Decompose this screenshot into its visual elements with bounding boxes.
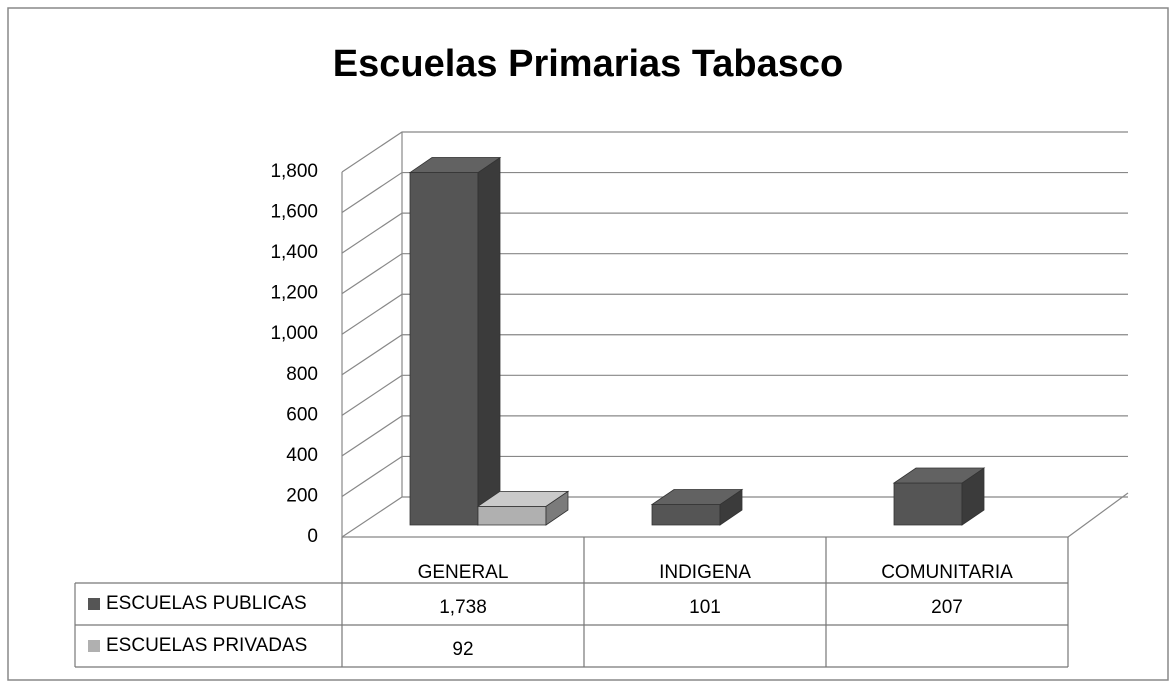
data-label: 101 (689, 597, 721, 618)
legend-key (88, 640, 100, 652)
y-tick-label: 400 (286, 445, 318, 466)
y-tick-label: 1,600 (270, 202, 318, 223)
grid-line (341, 455, 1128, 497)
chart-title: Escuelas Primarias Tabasco (333, 43, 843, 85)
y-tick-label: 600 (286, 404, 318, 425)
chart-border (7, 7, 1169, 681)
bar (408, 156, 502, 526)
legend-label: ESCUELAS PUBLICAS (106, 593, 307, 614)
grid-line (341, 496, 1128, 538)
y-tick-label: 1,000 (270, 323, 318, 344)
x-tick-label: COMUNITARIA (881, 562, 1013, 583)
bar (892, 467, 986, 526)
grid-line (341, 374, 1128, 416)
bar-front (651, 504, 721, 526)
bar-top (650, 489, 744, 505)
bar (476, 490, 570, 526)
y-tick-label: 200 (286, 485, 318, 506)
grid-line (341, 253, 1128, 295)
data-label: 92 (452, 639, 473, 660)
bar-side (477, 156, 501, 526)
grid-line (341, 334, 1128, 376)
grid-line (341, 415, 1128, 457)
grid-line (341, 212, 1128, 254)
bar (650, 488, 744, 526)
bar-top (476, 490, 570, 507)
bar-front (477, 505, 547, 526)
x-tick-label: INDIGENA (659, 562, 751, 583)
y-tick-label: 0 (307, 526, 318, 547)
y-tick-label: 800 (286, 364, 318, 385)
bar-front (409, 172, 479, 526)
data-label: 207 (931, 597, 963, 618)
grid-line (341, 131, 1128, 173)
x-tick-label: GENERAL (418, 562, 509, 583)
bar-top (408, 157, 502, 173)
legend-key (88, 598, 100, 610)
y-tick-label: 1,200 (270, 283, 318, 304)
bar-front (893, 482, 963, 526)
y-tick-label: 1,400 (270, 242, 318, 263)
y-tick-label: 1,800 (270, 161, 318, 182)
bar-top (892, 467, 986, 484)
grid-line (341, 171, 1128, 214)
legend-label: ESCUELAS PRIVADAS (106, 635, 307, 656)
data-label: 1,738 (439, 597, 487, 618)
grid-line (341, 293, 1128, 335)
